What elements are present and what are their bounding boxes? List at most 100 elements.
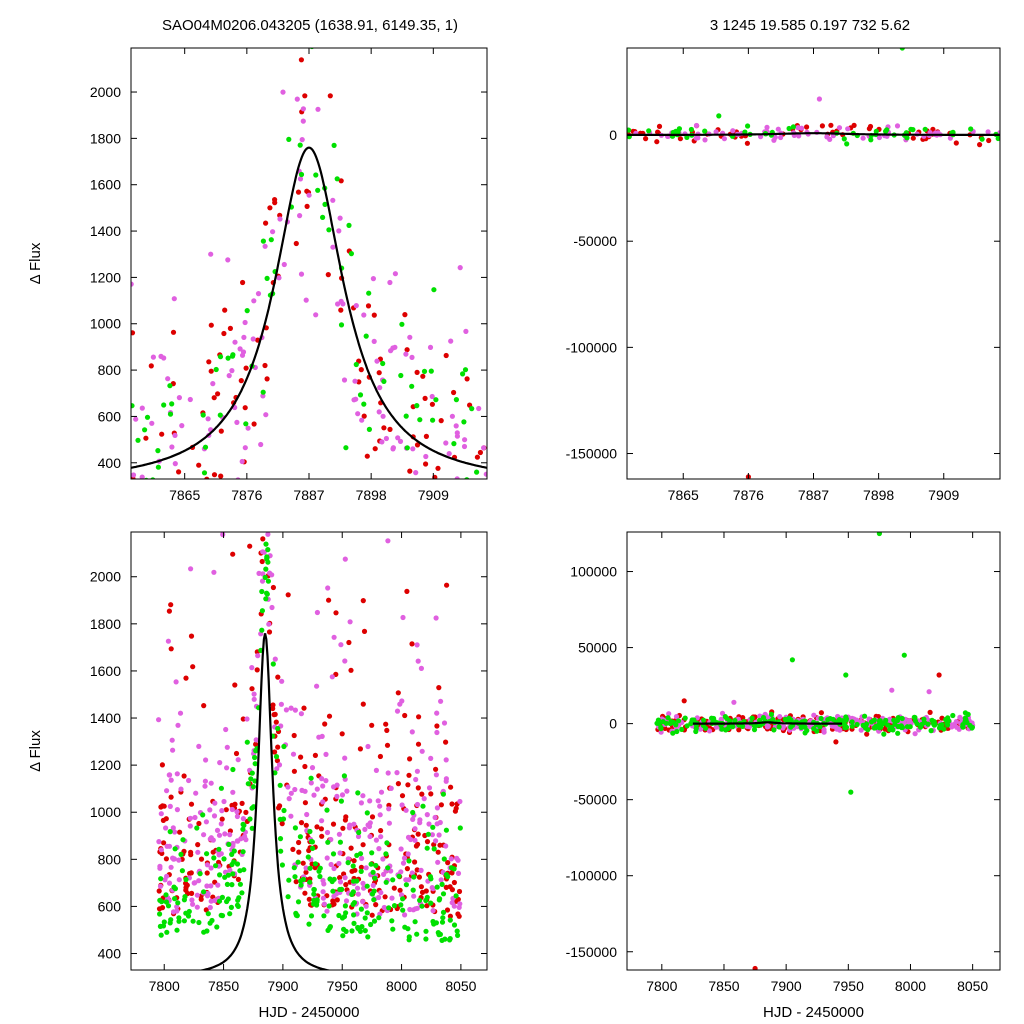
data-point xyxy=(288,705,294,711)
x-tick-label: 7898 xyxy=(863,487,894,503)
data-point xyxy=(308,780,314,786)
data-point xyxy=(831,723,837,729)
data-point xyxy=(895,730,901,736)
data-point xyxy=(405,834,412,841)
data-point xyxy=(227,832,233,838)
data-point xyxy=(768,711,775,718)
data-point xyxy=(413,776,419,783)
data-point xyxy=(294,96,300,102)
data-point xyxy=(344,788,350,794)
data-point xyxy=(168,794,174,800)
data-point xyxy=(255,653,261,659)
data-point xyxy=(365,934,371,940)
data-point xyxy=(360,880,366,887)
data-point xyxy=(434,821,440,827)
data-point xyxy=(207,920,213,926)
data-point xyxy=(864,731,870,737)
data-point xyxy=(378,789,385,795)
y-tick-label: 600 xyxy=(98,898,122,914)
data-point xyxy=(385,770,391,776)
data-point xyxy=(336,912,342,919)
data-point xyxy=(319,833,325,839)
data-point xyxy=(262,305,267,310)
data-point xyxy=(441,856,447,862)
outlier-point xyxy=(889,687,895,693)
data-point xyxy=(172,461,178,467)
data-point xyxy=(684,134,690,140)
data-point xyxy=(883,128,889,134)
data-point xyxy=(281,743,287,750)
data-point xyxy=(786,125,792,132)
data-point xyxy=(283,707,289,713)
data-point xyxy=(383,721,389,727)
data-point xyxy=(340,825,346,831)
data-point xyxy=(418,665,424,672)
data-point xyxy=(407,906,413,913)
data-point xyxy=(188,566,194,572)
data-point xyxy=(363,903,369,909)
data-point xyxy=(208,780,214,786)
data-point xyxy=(946,718,952,724)
data-point xyxy=(240,826,246,832)
data-point xyxy=(334,782,340,788)
data-point xyxy=(204,870,210,876)
data-point xyxy=(243,421,249,427)
data-point xyxy=(928,728,934,734)
data-point xyxy=(217,872,223,878)
data-point xyxy=(338,798,344,804)
data-point xyxy=(299,137,305,143)
data-point xyxy=(249,825,255,831)
data-point xyxy=(188,633,195,639)
data-point xyxy=(190,918,196,924)
data-point xyxy=(159,513,164,518)
data-point xyxy=(229,368,235,374)
data-point xyxy=(347,619,353,625)
data-point xyxy=(411,525,416,530)
data-point xyxy=(304,203,310,209)
data-point xyxy=(744,140,751,146)
data-point xyxy=(302,763,308,770)
data-point xyxy=(298,754,304,760)
data-point xyxy=(295,899,302,905)
data-point xyxy=(430,824,436,830)
data-point xyxy=(205,891,211,897)
outlier-point xyxy=(848,789,854,795)
data-point xyxy=(225,872,231,878)
data-point xyxy=(241,867,247,873)
data-point xyxy=(325,839,331,845)
data-point xyxy=(802,724,808,730)
data-point xyxy=(375,798,381,804)
data-point xyxy=(263,220,269,226)
data-point xyxy=(158,876,164,882)
data-point xyxy=(249,805,255,811)
data-point xyxy=(251,696,257,702)
y-tick-label: 1400 xyxy=(90,710,121,726)
data-point xyxy=(306,896,312,902)
data-point xyxy=(251,298,257,304)
data-point xyxy=(421,796,427,802)
y-tick-label: 1600 xyxy=(90,177,121,193)
data-point xyxy=(380,360,386,367)
data-point xyxy=(417,504,422,509)
data-point xyxy=(189,897,195,903)
data-point xyxy=(207,904,213,911)
data-point xyxy=(219,816,225,822)
data-point xyxy=(230,871,236,877)
data-point xyxy=(968,126,974,132)
data-point xyxy=(313,172,319,178)
data-point xyxy=(851,122,857,128)
plot-frame xyxy=(626,47,1001,480)
y-tick-label: -50000 xyxy=(573,233,617,249)
data-point xyxy=(307,828,313,835)
data-point xyxy=(290,751,297,757)
data-point xyxy=(426,821,432,827)
data-point xyxy=(706,728,713,734)
data-point xyxy=(177,829,183,835)
data-point xyxy=(190,901,196,907)
data-point xyxy=(424,894,430,900)
data-point xyxy=(281,261,287,268)
data-point xyxy=(384,840,390,846)
x-tick-label: 7865 xyxy=(668,487,699,503)
points-tl xyxy=(131,48,487,530)
data-point xyxy=(922,126,928,132)
